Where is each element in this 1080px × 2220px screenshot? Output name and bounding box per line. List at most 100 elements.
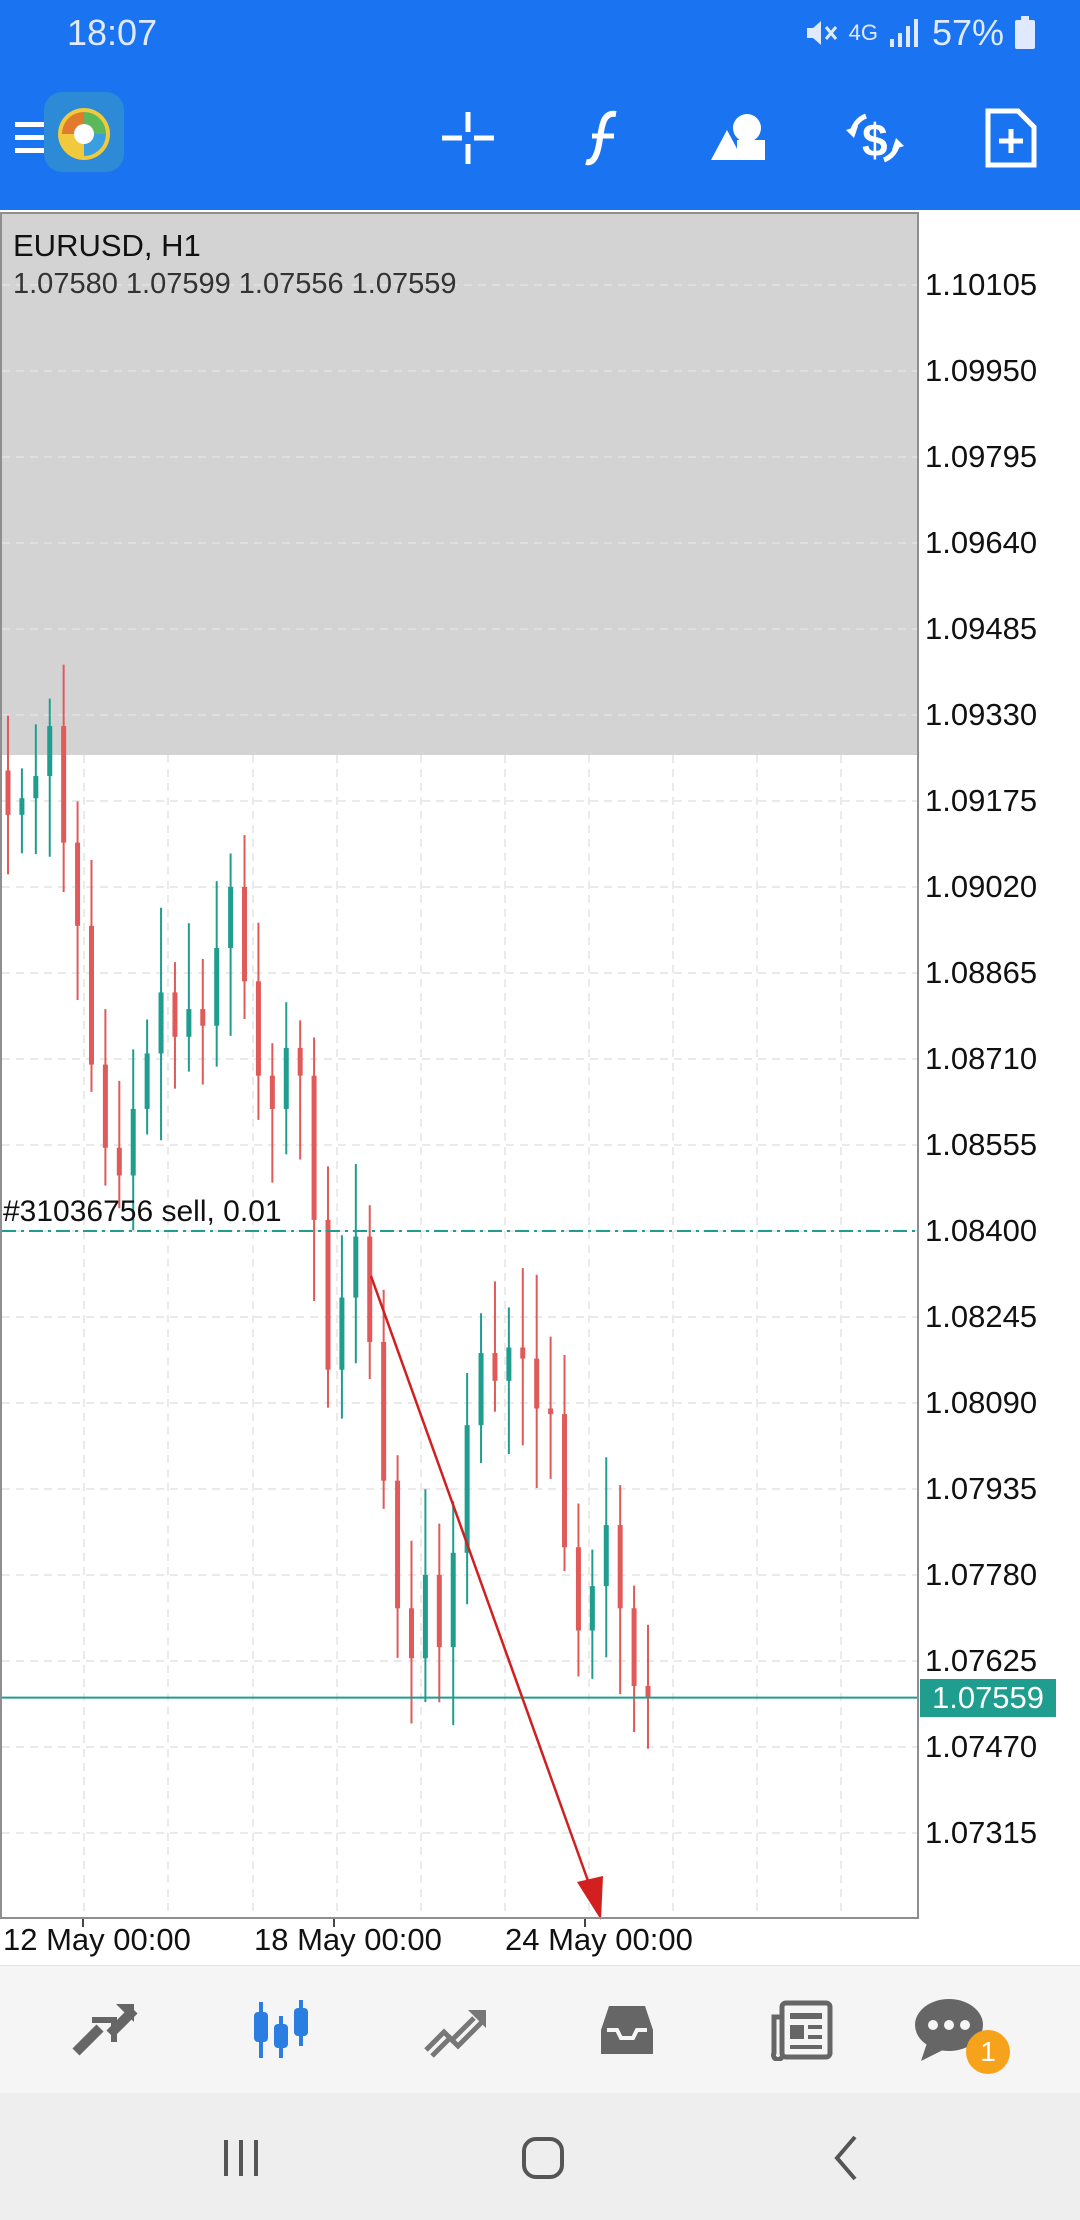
price-chart[interactable] — [0, 210, 1080, 1970]
candle-body — [200, 1009, 206, 1026]
bottom-nav: 1 — [0, 1965, 1080, 2094]
candle-body — [645, 1685, 651, 1698]
svg-text:$: $ — [862, 114, 888, 166]
candle-body — [228, 887, 234, 949]
price-tick-label: 1.07315 — [925, 1815, 1038, 1850]
price-tick-label: 1.08400 — [925, 1213, 1038, 1248]
menu-icon[interactable] — [0, 96, 72, 180]
price-tick-label: 1.07470 — [925, 1729, 1038, 1764]
candle-body — [88, 925, 94, 1065]
objects-icon[interactable] — [697, 96, 781, 180]
candle-body — [562, 1414, 568, 1548]
candle-body — [186, 1009, 192, 1037]
candle-body — [353, 1236, 359, 1298]
candle-body — [408, 1608, 414, 1659]
price-tick-label: 1.08555 — [925, 1127, 1038, 1162]
candle-body — [381, 1341, 387, 1481]
candle-body — [534, 1358, 540, 1409]
messages-icon[interactable]: 1 — [906, 1988, 1010, 2074]
candle-body — [116, 1147, 122, 1176]
candle-body — [297, 1047, 303, 1076]
chart-frame — [0, 212, 919, 1919]
candle-body — [603, 1525, 609, 1587]
candle-body — [492, 1353, 498, 1381]
price-tick-label: 1.08090 — [925, 1385, 1038, 1420]
candle-body — [19, 798, 25, 815]
candle-body — [102, 1064, 108, 1148]
price-tick-label: 1.09175 — [925, 783, 1038, 818]
crosshair-icon[interactable] — [426, 96, 510, 180]
candle-body — [158, 992, 164, 1054]
shaded-region — [2, 214, 917, 755]
candle-body — [478, 1353, 484, 1426]
price-tick-label: 1.09020 — [925, 869, 1038, 904]
trend-arrow-head — [577, 1876, 603, 1920]
home-icon[interactable] — [508, 2133, 578, 2183]
candle-body — [255, 981, 261, 1076]
candle-body — [75, 842, 81, 926]
candle-body — [144, 1053, 150, 1109]
chart-ohlc: 1.07580 1.07599 1.07556 1.07559 — [13, 268, 457, 300]
status-bar: 18:07 4G 57% — [0, 0, 1080, 68]
candle-body — [506, 1347, 512, 1381]
new-order-icon[interactable] — [969, 96, 1053, 180]
time-tick-label: 24 May 00:00 — [505, 1922, 693, 1957]
price-tick-label: 1.09330 — [925, 697, 1038, 732]
price-tick-label: 1.08245 — [925, 1299, 1038, 1334]
status-time: 18:07 — [67, 12, 158, 53]
current-price-badge: 1.07559 — [920, 1678, 1056, 1717]
trade-icon[interactable]: $ — [833, 96, 917, 180]
candle-body — [33, 776, 39, 799]
candle-body — [575, 1547, 581, 1631]
recents-icon[interactable] — [206, 2133, 276, 2183]
candle-body — [436, 1575, 442, 1648]
time-tick-label: 12 May 00:00 — [3, 1922, 191, 1957]
chart-icon[interactable] — [236, 1988, 326, 2072]
candle-body — [395, 1480, 401, 1609]
status-icons: 4G 57% — [803, 12, 1036, 54]
candle-body — [548, 1408, 554, 1415]
trade-tab-icon[interactable] — [410, 1988, 500, 2072]
candle-body — [214, 948, 220, 1026]
candle-body — [5, 770, 11, 815]
candle-body — [367, 1236, 373, 1342]
candle-body — [589, 1586, 595, 1631]
candle-body — [130, 1108, 136, 1176]
app-logo-icon[interactable] — [42, 90, 126, 174]
candle-body — [339, 1297, 345, 1370]
price-tick-label: 1.10105 — [925, 267, 1038, 302]
candle-body — [311, 1075, 317, 1220]
battery-percent: 57% — [931, 12, 1004, 53]
candle-body — [617, 1525, 623, 1609]
signal-icon — [889, 19, 918, 47]
top-toolbar: $ — [0, 68, 1080, 210]
order-label[interactable]: #31036756 sell, 0.01 — [3, 1195, 282, 1228]
indicators-icon[interactable] — [561, 96, 645, 180]
price-tick-label: 1.08865 — [925, 955, 1038, 990]
price-tick-label: 1.09795 — [925, 439, 1038, 474]
price-tick-label: 1.08710 — [925, 1041, 1038, 1076]
candle-body — [631, 1608, 637, 1686]
back-icon[interactable] — [812, 2133, 882, 2183]
candle-body — [61, 726, 67, 843]
candle-body — [283, 1047, 289, 1109]
messages-badge: 1 — [966, 2030, 1010, 2074]
candle-body — [172, 992, 178, 1037]
price-tick-label: 1.09950 — [925, 353, 1038, 388]
network-label: 4G — [848, 20, 878, 45]
chart-symbol: EURUSD, H1 — [13, 228, 201, 263]
candle-body — [422, 1575, 428, 1659]
time-tick-label: 18 May 00:00 — [254, 1922, 442, 1957]
news-icon[interactable] — [757, 1988, 847, 2072]
candle-body — [325, 1219, 331, 1370]
history-icon[interactable] — [582, 1988, 672, 2072]
candle-body — [464, 1425, 470, 1553]
price-tick-label: 1.07625 — [925, 1643, 1038, 1678]
trend-arrow-line[interactable] — [369, 1275, 594, 1893]
candle-body — [450, 1552, 456, 1648]
quotes-icon[interactable] — [60, 1988, 150, 2072]
candle-body — [47, 726, 53, 777]
battery-icon — [1015, 16, 1035, 49]
price-tick-label: 1.07780 — [925, 1557, 1038, 1592]
price-tick-label: 1.07935 — [925, 1471, 1038, 1506]
